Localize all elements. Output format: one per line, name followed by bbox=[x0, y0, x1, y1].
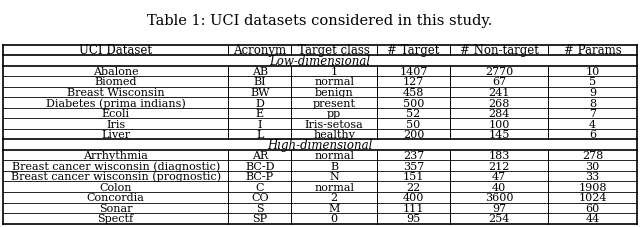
Text: normal: normal bbox=[314, 77, 355, 87]
Text: 237: 237 bbox=[403, 151, 424, 160]
Text: 212: 212 bbox=[488, 161, 509, 171]
Text: 30: 30 bbox=[586, 161, 600, 171]
Text: 400: 400 bbox=[403, 192, 424, 202]
Text: E: E bbox=[256, 109, 264, 118]
Text: 47: 47 bbox=[492, 171, 506, 181]
Text: High-dimensional: High-dimensional bbox=[268, 138, 372, 151]
Text: SP: SP bbox=[252, 213, 268, 223]
Text: Spectf: Spectf bbox=[98, 213, 134, 223]
Text: 458: 458 bbox=[403, 88, 424, 98]
Text: present: present bbox=[313, 98, 356, 108]
Text: Table 1: UCI datasets considered in this study.: Table 1: UCI datasets considered in this… bbox=[147, 14, 493, 27]
Text: Concordia: Concordia bbox=[87, 192, 145, 202]
Text: # Target: # Target bbox=[387, 44, 440, 57]
Text: BC-P: BC-P bbox=[246, 171, 274, 181]
Text: 1: 1 bbox=[331, 67, 338, 76]
Text: AB: AB bbox=[252, 67, 268, 76]
Text: CO: CO bbox=[251, 192, 269, 202]
Text: D: D bbox=[255, 98, 264, 108]
Text: BI: BI bbox=[253, 77, 266, 87]
Text: 4: 4 bbox=[589, 119, 596, 129]
Text: # Non-target: # Non-target bbox=[460, 44, 538, 57]
Text: BW: BW bbox=[250, 88, 269, 98]
Text: 254: 254 bbox=[488, 213, 509, 223]
Text: 7: 7 bbox=[589, 109, 596, 118]
Text: L: L bbox=[256, 130, 264, 139]
Text: S: S bbox=[256, 203, 264, 213]
Text: UCI Dataset: UCI Dataset bbox=[79, 44, 152, 57]
Text: 145: 145 bbox=[488, 130, 509, 139]
Text: Breast cancer wisconsin (diagnostic): Breast cancer wisconsin (diagnostic) bbox=[12, 161, 220, 171]
Text: 1407: 1407 bbox=[399, 67, 428, 76]
Text: 40: 40 bbox=[492, 182, 506, 192]
Text: C: C bbox=[255, 182, 264, 192]
Text: 111: 111 bbox=[403, 203, 424, 213]
Text: Liver: Liver bbox=[101, 130, 130, 139]
Text: 0: 0 bbox=[331, 213, 338, 223]
Text: 151: 151 bbox=[403, 171, 424, 181]
Text: Colon: Colon bbox=[99, 182, 132, 192]
Text: 8: 8 bbox=[589, 98, 596, 108]
Text: 100: 100 bbox=[488, 119, 509, 129]
Text: AR: AR bbox=[252, 151, 268, 160]
Text: Abalone: Abalone bbox=[93, 67, 138, 76]
Text: 60: 60 bbox=[586, 203, 600, 213]
Text: 22: 22 bbox=[406, 182, 420, 192]
Text: 127: 127 bbox=[403, 77, 424, 87]
Text: 6: 6 bbox=[589, 130, 596, 139]
Text: Diabetes (prima indians): Diabetes (prima indians) bbox=[46, 98, 186, 108]
Text: Breast Wisconsin: Breast Wisconsin bbox=[67, 88, 164, 98]
Text: 1908: 1908 bbox=[578, 182, 607, 192]
Text: 1024: 1024 bbox=[578, 192, 607, 202]
Text: Low-dimensional: Low-dimensional bbox=[269, 55, 371, 68]
Text: 67: 67 bbox=[492, 77, 506, 87]
Text: 2770: 2770 bbox=[485, 67, 513, 76]
Text: 2: 2 bbox=[331, 192, 338, 202]
Text: # Params: # Params bbox=[564, 44, 621, 57]
Text: 284: 284 bbox=[488, 109, 509, 118]
Text: 241: 241 bbox=[488, 88, 509, 98]
Text: 278: 278 bbox=[582, 151, 603, 160]
Text: 52: 52 bbox=[406, 109, 420, 118]
Text: normal: normal bbox=[314, 151, 355, 160]
Text: I: I bbox=[257, 119, 262, 129]
Text: Ecoli: Ecoli bbox=[102, 109, 130, 118]
Text: BC-D: BC-D bbox=[245, 161, 275, 171]
Text: 97: 97 bbox=[492, 203, 506, 213]
Text: Acronym: Acronym bbox=[233, 44, 286, 57]
Text: Iris: Iris bbox=[106, 119, 125, 129]
Text: Sonar: Sonar bbox=[99, 203, 132, 213]
Text: Target class: Target class bbox=[298, 44, 370, 57]
Text: 33: 33 bbox=[586, 171, 600, 181]
Text: Breast cancer wisconsin (prognostic): Breast cancer wisconsin (prognostic) bbox=[11, 171, 221, 182]
Text: 268: 268 bbox=[488, 98, 509, 108]
Text: B: B bbox=[330, 161, 339, 171]
Text: 3600: 3600 bbox=[484, 192, 513, 202]
Text: 44: 44 bbox=[586, 213, 600, 223]
Text: Iris-setosa: Iris-setosa bbox=[305, 119, 364, 129]
Text: 500: 500 bbox=[403, 98, 424, 108]
Text: 95: 95 bbox=[406, 213, 420, 223]
Text: 9: 9 bbox=[589, 88, 596, 98]
Text: 200: 200 bbox=[403, 130, 424, 139]
Text: 10: 10 bbox=[586, 67, 600, 76]
Text: N: N bbox=[330, 171, 339, 181]
Text: M: M bbox=[328, 203, 340, 213]
Text: 183: 183 bbox=[488, 151, 509, 160]
Text: 5: 5 bbox=[589, 77, 596, 87]
Text: Biomed: Biomed bbox=[95, 77, 137, 87]
Text: 50: 50 bbox=[406, 119, 420, 129]
Text: pp: pp bbox=[327, 109, 341, 118]
Text: Arrhythmia: Arrhythmia bbox=[83, 151, 148, 160]
Text: normal: normal bbox=[314, 182, 355, 192]
Text: 357: 357 bbox=[403, 161, 424, 171]
Text: healthy: healthy bbox=[314, 130, 355, 139]
Text: benign: benign bbox=[315, 88, 354, 98]
